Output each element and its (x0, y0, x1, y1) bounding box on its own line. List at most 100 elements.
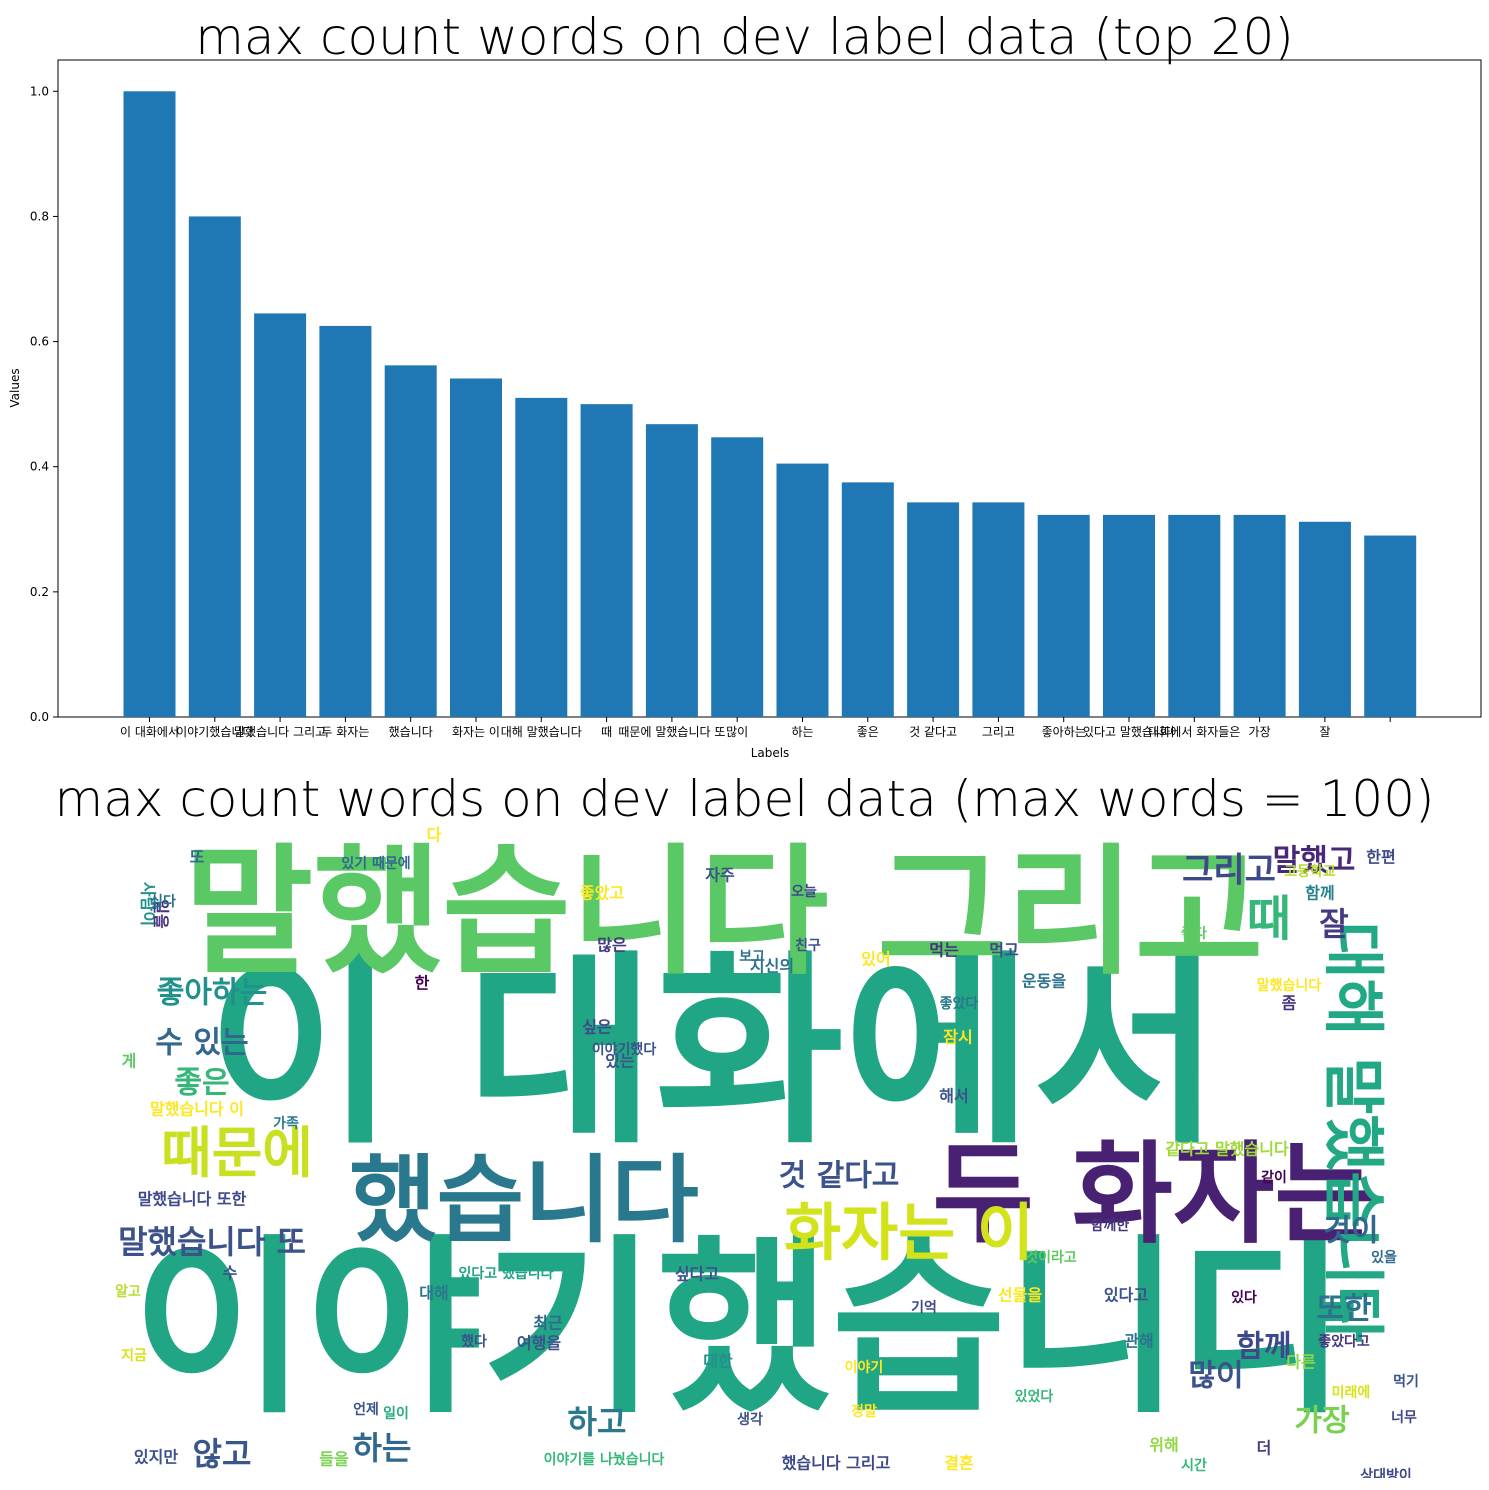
wordcloud-word: 말했습니다 또 (118, 1223, 306, 1261)
x-tick-label: 것 같다고 (909, 725, 957, 739)
x-tick-label: 이야기했습니다 (176, 725, 253, 739)
wordcloud-word: 않고 (193, 1435, 252, 1473)
wordcloud-word: 말했습니다 (1257, 978, 1322, 994)
wordcloud-word: 좋아하는 (157, 976, 267, 1011)
wordcloud-word: 너무 (1391, 1410, 1417, 1426)
wordcloud-word: 생각 (737, 1411, 763, 1428)
x-tick-label: 잘 (1319, 725, 1330, 739)
wordcloud-word: 들을 (319, 1450, 349, 1469)
y-axis-label: Values (8, 368, 22, 407)
wordcloud-word: 함께 (1305, 884, 1334, 903)
wordcloud-word: 언제 (353, 1401, 379, 1418)
bar (972, 502, 1025, 717)
bar (580, 404, 633, 717)
wordcloud-word: 같다고 말했습니다 (1165, 1140, 1289, 1159)
wordcloud-word: 자주 (705, 866, 735, 885)
wordcloud-word: 것이라고 (1025, 1249, 1077, 1266)
wordcloud-word: 것이 (1323, 1214, 1378, 1249)
wordcloud-word: 해서 (939, 1087, 968, 1106)
wordcloud-word: 또 (190, 848, 205, 867)
bar (1233, 514, 1286, 717)
wordcloud-word: 기억 (911, 1300, 937, 1316)
wordcloud-word: 이야기 (845, 1359, 884, 1376)
wordcloud-word: 친구 (795, 938, 821, 954)
wordcloud-word: 대해 말했습니다 (1317, 922, 1390, 1343)
wordcloud-word: 싶다고 (675, 1265, 719, 1284)
wordcloud-word: 잠시 (943, 1028, 972, 1047)
wordcloud-word: 운동을 (1022, 972, 1066, 991)
wordcloud-word: 다 (427, 826, 442, 845)
bar (1037, 514, 1090, 717)
bar (123, 91, 176, 718)
wordcloud-word: 있다 (1231, 1290, 1257, 1306)
wordcloud-word: 이야기했다 (592, 1041, 657, 1058)
x-tick-label: 화자는 이 (452, 725, 500, 739)
bar (1298, 521, 1351, 717)
wordcloud-word: 이야기를 나눴습니다 (544, 1451, 665, 1468)
wordcloud-word: 있지만 (134, 1448, 178, 1467)
wordcloud-word: 있었다 (1015, 1389, 1054, 1405)
bar (319, 325, 372, 717)
y-tick-label: 0.8 (30, 209, 49, 223)
bar (450, 378, 502, 717)
wordcloud-word: 대한 (703, 1352, 733, 1371)
wordcloud-title: max count words on dev label data (max w… (54, 770, 1435, 828)
wordcloud-word: 이 대화에서 (207, 934, 1221, 1172)
wordcloud-word: 한 (415, 974, 430, 993)
y-tick-label: 0.2 (30, 585, 49, 599)
bar (254, 313, 307, 717)
wordcloud-word: 함께한 (1091, 1217, 1130, 1234)
wordcloud-word: 두 화자는 (932, 1130, 1375, 1258)
bar (841, 482, 894, 717)
wordcloud-word: 말했습니다 이 (150, 1100, 244, 1119)
wordcloud-word: 싶다 (150, 894, 176, 910)
wordcloud-word: 게 (122, 1052, 137, 1071)
wordcloud-word: 했다 (461, 1334, 487, 1350)
y-tick-label: 0.6 (30, 335, 49, 349)
wordcloud-word: 시간 (1181, 1457, 1207, 1474)
wordcloud-word: 관해 (1124, 1332, 1153, 1351)
bar (1364, 535, 1417, 717)
wordcloud-word: 있는 (605, 1052, 635, 1071)
wordcloud-word: 가족 (273, 1116, 299, 1132)
x-tick-label: 두 화자는 (321, 725, 369, 739)
wordcloud-word: 알고 (115, 1284, 141, 1300)
wordcloud-word: 일을 (152, 899, 171, 929)
x-tick-label: 이 대화에서 (120, 725, 179, 739)
wordcloud-word: 화자는 이 (784, 1196, 1034, 1269)
wordcloud-word: 일이 (383, 1405, 409, 1422)
wordcloud-word: 정말 (851, 1403, 877, 1420)
wordcloud-word: 먹기 (1393, 1373, 1419, 1390)
wordcloud-word: 좀 (1282, 994, 1297, 1013)
wordcloud-word: 좋았고 (580, 884, 624, 903)
bar (384, 365, 437, 717)
wordcloud-word: 위해 (1149, 1436, 1178, 1455)
wordcloud-word: 있어 (861, 950, 890, 969)
bar (1168, 514, 1221, 717)
wordcloud-word: 가장 (1294, 1404, 1350, 1439)
wordcloud-word: 하고 (568, 1403, 627, 1441)
wordcloud-word: 잘 (1319, 905, 1348, 943)
x-tick-label: 좋은 (857, 725, 879, 739)
x-tick-label: 있다고 말했습니다 (1083, 725, 1175, 739)
wordcloud-word: 했습니다 그리고 (782, 1454, 891, 1473)
wordcloud-word: 대해 (419, 1284, 448, 1303)
y-tick-label: 0.4 (30, 460, 49, 474)
wordcloud-word: 수 (223, 1264, 238, 1283)
wordcloud-word: 지신의 (750, 957, 794, 976)
wordcloud-word: 때 (1247, 891, 1291, 947)
x-tick-label: 대화에서 화자들은 (1148, 725, 1240, 739)
wordcloud-word: 말했습니다 그리고 (184, 832, 1263, 995)
x-tick-label: 가장 (1249, 725, 1271, 739)
x-tick-label: 말했습니다 그리고 (234, 725, 326, 739)
wordcloud-word: 같이 (1261, 1169, 1287, 1186)
wordcloud-word: 지금 (121, 1348, 147, 1364)
wordcloud-word: 보고 (739, 949, 765, 965)
wordcloud-word: 또한 (1316, 1292, 1372, 1327)
x-tick-label: 하는 (791, 725, 813, 739)
x-tick-label: 때문에 말했습니다 또 (618, 725, 725, 739)
bar (515, 397, 568, 717)
x-tick-label: 대해 말했습니다 (501, 725, 582, 739)
